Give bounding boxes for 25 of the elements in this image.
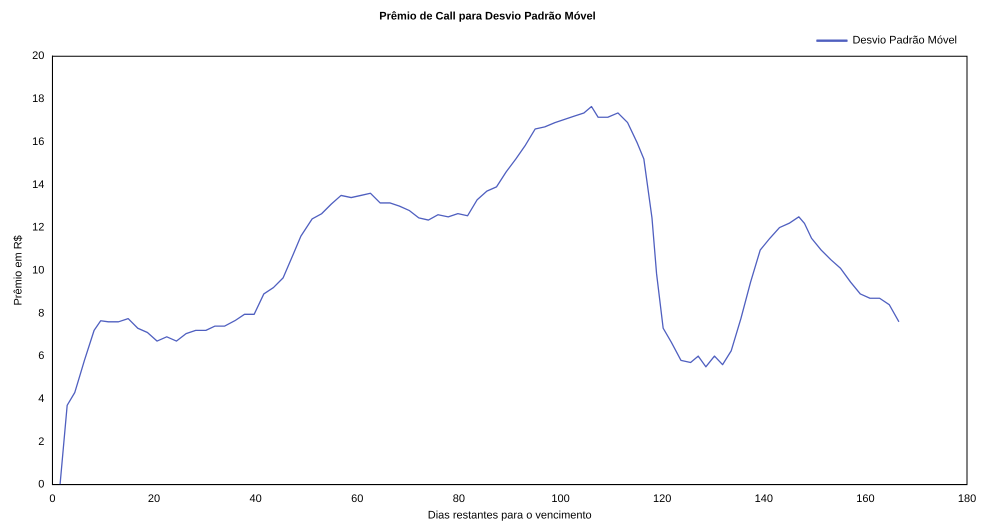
y-tick-label: 10	[32, 264, 44, 276]
y-tick-label: 20	[32, 50, 44, 62]
x-tick-label: 160	[856, 493, 875, 506]
x-axis-title: Dias restantes para o vencimento	[428, 509, 592, 522]
y-tick-label: 14	[32, 178, 44, 191]
y-tick-label: 8	[38, 307, 44, 320]
y-tick-label: 4	[38, 392, 44, 405]
x-tick-label: 80	[452, 493, 466, 506]
legend-label: Desvio Padrão Móvel	[852, 34, 958, 47]
y-tick-label: 6	[38, 350, 44, 362]
y-tick-label: 2	[38, 436, 44, 448]
y-tick-label: 0	[38, 478, 44, 491]
x-tick-label: 20	[148, 493, 160, 506]
x-tick-label: 140	[754, 493, 773, 506]
x-tick-label: 100	[551, 493, 570, 506]
x-tick-label: 180	[958, 493, 976, 506]
y-tick-label: 12	[32, 222, 44, 234]
x-tick-label: 60	[351, 493, 364, 506]
y-tick-label: 18	[32, 93, 44, 106]
y-tick-label: 16	[32, 136, 44, 148]
x-tick-label: 40	[250, 493, 262, 506]
x-tick-label: 0	[49, 493, 56, 506]
y-axis-title: Prêmio em R$	[12, 235, 25, 306]
chart-title: Prêmio de Call para Desvio Padrão Móvel	[379, 10, 596, 23]
x-tick-label: 120	[652, 493, 672, 506]
